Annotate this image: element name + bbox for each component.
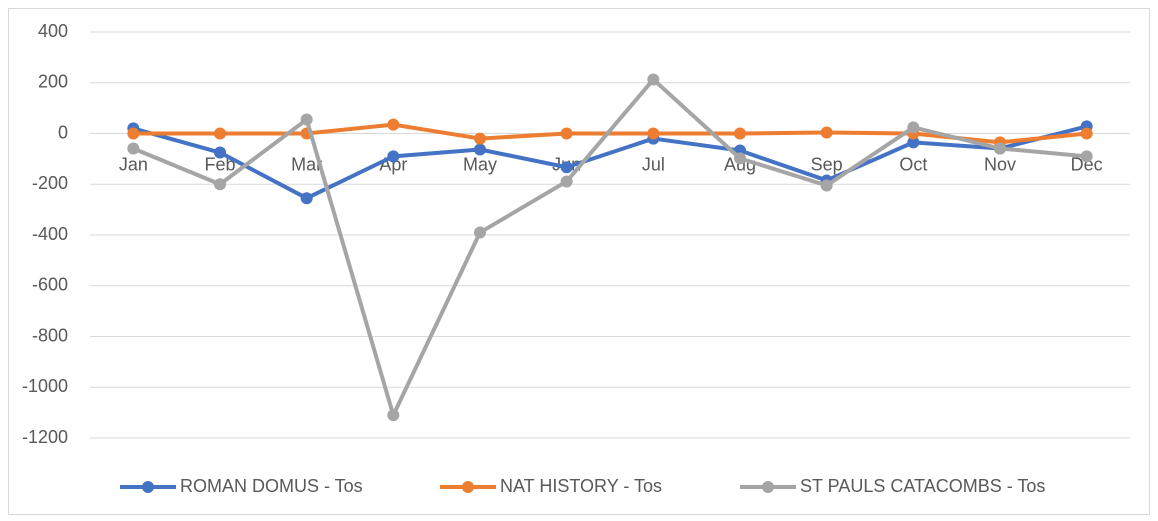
marker bbox=[474, 132, 486, 145]
legend-label: ROMAN DOMUS - Tos bbox=[180, 476, 363, 496]
marker bbox=[734, 152, 746, 165]
x-tick-label: May bbox=[463, 154, 497, 174]
y-tick-label: -200 bbox=[32, 173, 68, 193]
x-tick-label: Sep bbox=[811, 154, 843, 174]
y-tick-label: 400 bbox=[38, 21, 68, 41]
marker bbox=[127, 127, 140, 140]
marker bbox=[214, 178, 226, 191]
marker bbox=[647, 73, 660, 86]
legend-label: NAT HISTORY - Tos bbox=[500, 476, 662, 496]
x-tick-label: Mar bbox=[291, 154, 322, 174]
marker bbox=[820, 126, 833, 139]
legend-marker bbox=[462, 481, 474, 493]
marker bbox=[300, 113, 313, 126]
marker bbox=[994, 142, 1006, 155]
chart-border bbox=[8, 8, 1150, 515]
y-tick-label: -1200 bbox=[22, 427, 68, 447]
marker bbox=[127, 142, 140, 155]
marker bbox=[387, 409, 400, 422]
x-tick-label: Dec bbox=[1071, 154, 1103, 174]
marker bbox=[1080, 150, 1093, 163]
marker bbox=[474, 226, 486, 239]
marker bbox=[647, 127, 660, 140]
legend-marker bbox=[762, 481, 774, 493]
y-tick-label: -1000 bbox=[22, 376, 68, 396]
marker bbox=[560, 175, 573, 188]
marker bbox=[734, 127, 746, 140]
legend-label: ST PAULS CATACOMBS - Tos bbox=[800, 476, 1045, 496]
marker bbox=[560, 127, 573, 140]
marker bbox=[300, 192, 313, 205]
marker bbox=[907, 136, 920, 149]
x-tick-label: Jan bbox=[119, 154, 148, 174]
y-tick-label: -400 bbox=[32, 224, 68, 244]
x-tick-label: Oct bbox=[899, 154, 927, 174]
marker bbox=[1080, 127, 1093, 140]
x-tick-label: Feb bbox=[204, 154, 235, 174]
marker bbox=[474, 143, 486, 156]
x-tick-label: Jul bbox=[642, 154, 665, 174]
marker bbox=[214, 127, 226, 140]
marker bbox=[907, 121, 920, 134]
marker bbox=[387, 150, 400, 163]
y-tick-label: 0 bbox=[58, 122, 68, 142]
y-tick-label: -800 bbox=[32, 325, 68, 345]
x-tick-label: Nov bbox=[984, 154, 1016, 174]
y-tick-label: 200 bbox=[38, 72, 68, 92]
legend-marker bbox=[142, 481, 154, 493]
series-line bbox=[132, 77, 1087, 418]
y-tick-label: -600 bbox=[32, 275, 68, 295]
marker bbox=[214, 146, 226, 159]
marker bbox=[820, 179, 833, 192]
marker bbox=[387, 118, 400, 131]
series-line bbox=[132, 124, 1088, 201]
marker bbox=[560, 161, 573, 174]
